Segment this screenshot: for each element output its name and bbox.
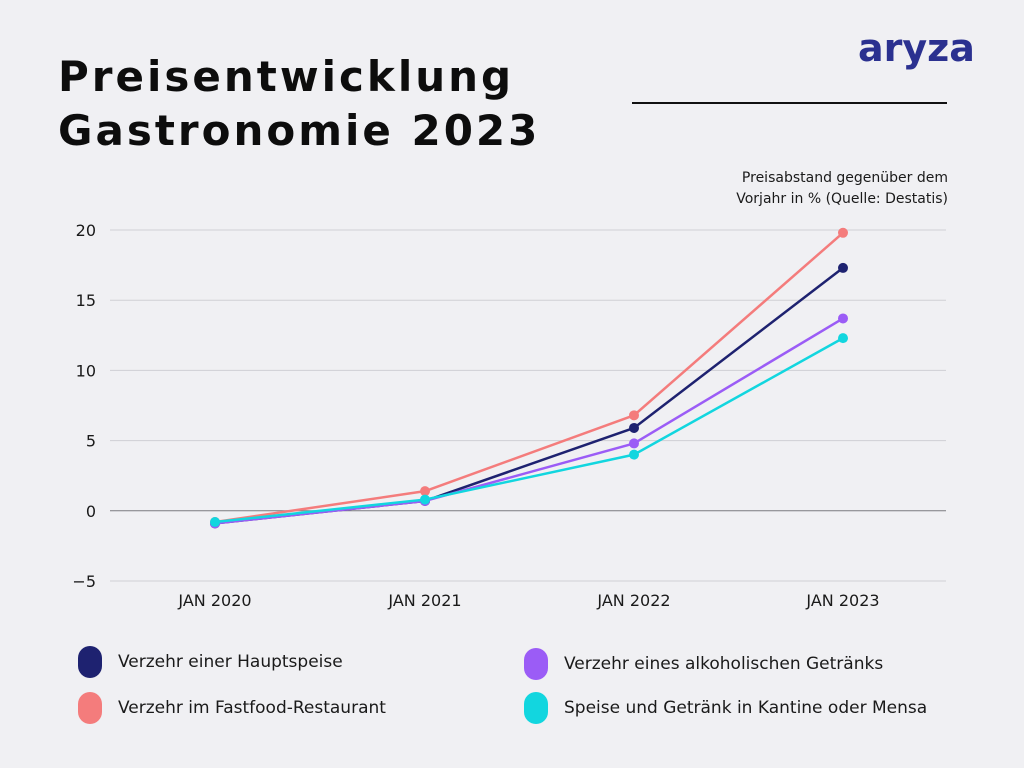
data-point-hauptspeise [629,422,639,433]
data-point-alkohol [838,313,848,324]
x-tick-label: JAN 2023 [805,591,879,610]
chart-note-line-2: Vorjahr in % (Quelle: Destatis) [736,191,948,207]
data-point-kantine [420,494,430,505]
data-point-alkohol [629,438,639,449]
series-line-alkohol [214,317,844,525]
header-divider [632,102,947,104]
brand-logo: aryza [858,26,975,70]
data-point-kantine [838,333,848,344]
legend-swatch-alkohol [524,648,548,680]
y-tick-label: 15 [76,291,96,310]
chart-note: Preisabstand gegenüber dem Vorjahr in % … [620,168,948,210]
data-point-fastfood [629,410,639,421]
x-tick-label: JAN 2020 [177,591,251,610]
data-point-kantine [629,449,639,460]
y-tick-label: 10 [76,361,96,380]
y-tick-label: 5 [86,432,96,451]
y-tick-label: 0 [86,502,96,521]
series-line-hauptspeise [214,266,844,525]
legend-label-fastfood: Verzehr im Fastfood-Restaurant [118,698,386,718]
x-tick-label: JAN 2022 [596,591,670,610]
legend-item-alkohol: Verzehr eines alkoholischen Getränks [524,648,883,680]
legend-item-hauptspeise: Verzehr einer Hauptspeise [78,646,343,678]
data-point-kantine [210,517,220,528]
legend-item-fastfood: Verzehr im Fastfood-Restaurant [78,692,386,724]
y-tick-label: 20 [76,221,96,240]
x-tick-label: JAN 2021 [387,591,461,610]
legend-item-kantine: Speise und Getränk in Kantine oder Mensa [524,692,927,724]
data-point-fastfood [838,227,848,238]
series-line-kantine [214,337,844,524]
title-line-2: Gastronomie 2023 [58,106,541,155]
legend-label-hauptspeise: Verzehr einer Hauptspeise [118,652,343,672]
legend-swatch-kantine [524,692,548,724]
page-title: Preisentwicklung Gastronomie 2023 [58,50,540,158]
data-point-fastfood [420,486,430,497]
data-point-hauptspeise [838,262,848,273]
title-line-1: Preisentwicklung [58,52,515,101]
legend-swatch-hauptspeise [78,646,102,678]
series-line-fastfood [214,231,844,524]
y-tick-label: −5 [72,572,96,591]
legend-swatch-fastfood [78,692,102,724]
chart-note-line-1: Preisabstand gegenüber dem [741,170,948,186]
legend-label-kantine: Speise und Getränk in Kantine oder Mensa [564,698,928,718]
legend-label-alkohol: Verzehr eines alkoholischen Getränks [564,654,884,674]
